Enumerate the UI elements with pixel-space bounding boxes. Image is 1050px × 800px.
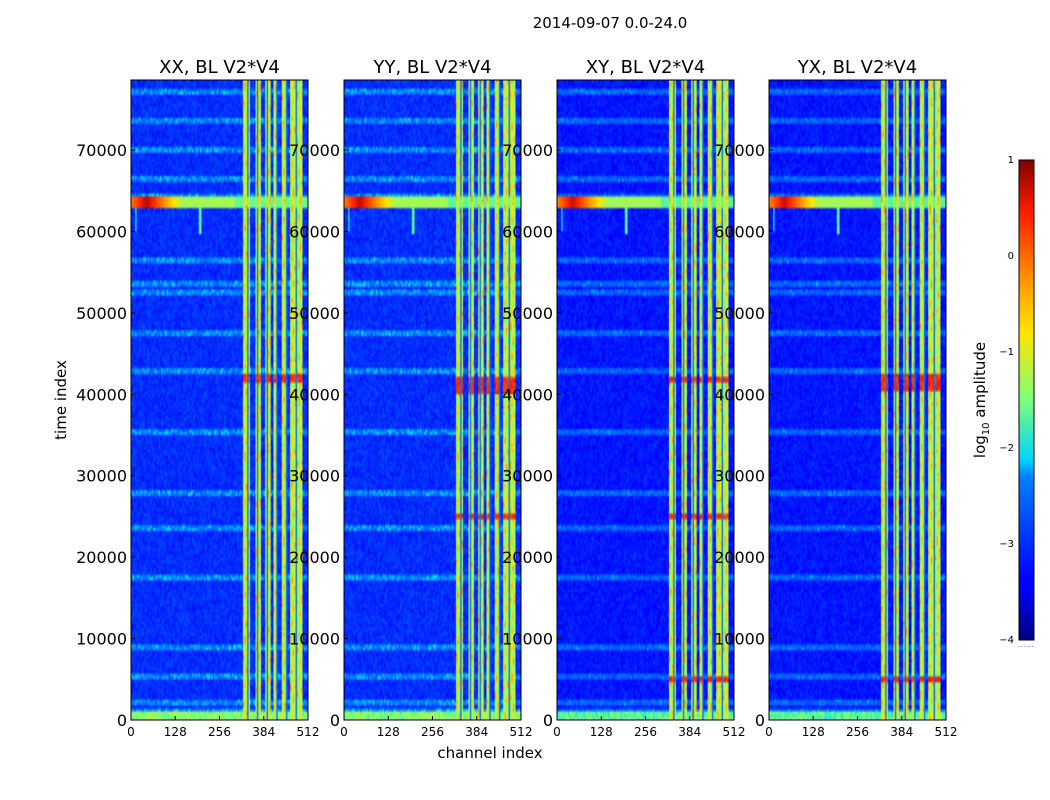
x-tick-label: 128 — [590, 725, 613, 739]
x-tick-label: 384 — [890, 725, 913, 739]
y-tick-label: 50000 — [502, 304, 553, 323]
panel-title: YY, BL V2*V4 — [372, 57, 491, 78]
x-tick-label: 512 — [510, 725, 533, 739]
x-tick-label: 0 — [127, 725, 135, 739]
y-tick-label: 50000 — [76, 304, 127, 323]
colorbar-label: log10 amplitude — [971, 342, 992, 458]
y-tick-label: 60000 — [76, 222, 127, 241]
y-tick-label: 20000 — [76, 548, 127, 567]
colorbar: 10−1−2−3−4 ...... log10 amplitude — [971, 155, 1035, 649]
y-tick-label: 20000 — [502, 548, 553, 567]
y-tick-label: 40000 — [714, 385, 765, 404]
y-tick-label: 40000 — [502, 385, 553, 404]
colorbar-ticks: 1 0 −1 −2 −3 −4 — [999, 155, 1014, 646]
x-tick-label: 384 — [252, 725, 275, 739]
y-tick-label: 70000 — [502, 141, 553, 160]
x-tick-label: 384 — [678, 725, 701, 739]
x-tick-label: 128 — [377, 725, 400, 739]
colorbar-gradient — [1018, 159, 1035, 641]
y-tick-label: 40000 — [289, 385, 340, 404]
y-tick-label: 30000 — [714, 467, 765, 486]
y-tick-label: 20000 — [714, 548, 765, 567]
x-tick-label: 0 — [553, 725, 561, 739]
heatmap-image — [557, 80, 734, 720]
figure-suptitle: 2014-09-07 0.0-24.0 — [533, 14, 688, 32]
y-tick-label: 30000 — [76, 467, 127, 486]
y-tick-label: 10000 — [289, 630, 340, 649]
colorbar-tick-label: 1 — [1008, 155, 1014, 166]
heatmap-image — [131, 80, 308, 720]
heatmap-image — [769, 80, 946, 720]
y-tick-label: 10000 — [76, 630, 127, 649]
x-tick-label: 128 — [164, 725, 187, 739]
y-tick-label: 70000 — [76, 141, 127, 160]
y-tick-label: 50000 — [289, 304, 340, 323]
x-tick-label: 256 — [634, 725, 657, 739]
x-tick-label: 0 — [340, 725, 348, 739]
heatmap-image — [344, 80, 521, 720]
y-axis-label: time index — [52, 360, 70, 440]
panel-2: YY, BL V2*V4 0 10000 20000 30000 40000 50000 60… — [289, 57, 532, 739]
panel-3: XY, BL V2*V4 0 10000 20000 30000 40000 50000 60… — [502, 57, 745, 739]
colorbar-tick-label: 0 — [1008, 251, 1014, 262]
colorbar-tick-label: −1 — [999, 347, 1014, 358]
colorbar-label-sub: 10 — [981, 422, 992, 435]
y-tick-label: 30000 — [289, 467, 340, 486]
y-tick-label: 40000 — [76, 385, 127, 404]
colorbar-tick-label: −4 — [999, 635, 1014, 646]
x-tick-label: 384 — [465, 725, 488, 739]
y-tick-label: 20000 — [289, 548, 340, 567]
x-tick-label: 512 — [723, 725, 746, 739]
y-tick-label: 30000 — [502, 467, 553, 486]
panel-title: YX, BL V2*V4 — [797, 57, 917, 78]
y-tick-label: 0 — [755, 711, 765, 730]
x-tick-label: 128 — [802, 725, 825, 739]
colorbar-label-suffix: amplitude — [971, 342, 989, 423]
panels-group: XX, BL V2*V4 0 10000 20000 30000 40000 50000 60… — [76, 57, 957, 739]
y-tick-label: 10000 — [502, 630, 553, 649]
y-tick-label: 10000 — [714, 630, 765, 649]
y-tick-label: 60000 — [502, 222, 553, 241]
x-tick-label: 256 — [421, 725, 444, 739]
y-tick-label: 0 — [543, 711, 553, 730]
panel-4: YX, BL V2*V4 0 10000 20000 30000 40000 50000 60… — [714, 57, 957, 739]
y-tick-label: 0 — [117, 711, 127, 730]
panel-title: XY, BL V2*V4 — [586, 57, 705, 78]
colorbar-tick-label: −2 — [999, 443, 1014, 454]
y-tick-label: 70000 — [289, 141, 340, 160]
y-tick-label: 60000 — [289, 222, 340, 241]
panel-1: XX, BL V2*V4 0 10000 20000 30000 40000 50000 60… — [76, 57, 319, 739]
y-tick-label: 60000 — [714, 222, 765, 241]
x-tick-label: 512 — [297, 725, 320, 739]
y-tick-label: 0 — [330, 711, 340, 730]
x-axis-label: channel index — [437, 744, 542, 762]
x-tick-label: 256 — [846, 725, 869, 739]
x-tick-label: 512 — [935, 725, 958, 739]
panel-title: XX, BL V2*V4 — [159, 57, 280, 78]
colorbar-tick-label: −3 — [999, 539, 1014, 550]
y-tick-label: 50000 — [714, 304, 765, 323]
colorbar-extend-mark: ...... — [1018, 640, 1033, 649]
y-tick-label: 70000 — [714, 141, 765, 160]
x-tick-label: 256 — [208, 725, 231, 739]
colorbar-label-prefix: log — [971, 435, 989, 458]
x-tick-label: 0 — [765, 725, 773, 739]
